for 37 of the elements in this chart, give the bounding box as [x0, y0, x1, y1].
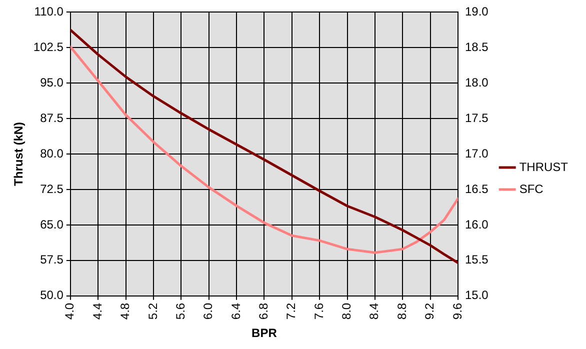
y2-tick-label: 18.0	[464, 75, 489, 90]
y2-tick-label: 15.0	[464, 288, 489, 302]
x-tick-label: 8.0	[340, 302, 354, 320]
x-tick-label: 5.2	[146, 302, 160, 320]
y2-tick-label: 18.5	[464, 40, 489, 54]
y-tick-label: 65.0	[40, 217, 64, 232]
y-tick-label: 80.0	[40, 146, 64, 160]
legend-label: THRUST	[519, 160, 569, 174]
y2-tick-label: 17.5	[464, 110, 489, 125]
y-tick-label: 72.5	[40, 182, 64, 196]
y2-tick-label: 16.5	[464, 182, 489, 196]
y-tick-label: 102.5	[33, 40, 64, 54]
x-tick-label: 5.6	[173, 302, 188, 320]
x-tick-label: 8.8	[394, 302, 409, 320]
x-tick-label: 6.8	[256, 302, 271, 320]
y2-tick-label: 16.0	[464, 217, 489, 232]
y-tick-label: 110.0	[34, 4, 64, 18]
x-tick-label: 9.2	[422, 302, 437, 320]
y2-tick-label: 15.5	[464, 252, 489, 267]
y-tick-label: 95.0	[40, 75, 64, 90]
x-tick-label: 8.4	[367, 302, 382, 320]
x-tick-label: 4.4	[90, 302, 104, 320]
legend-label: SFC	[519, 182, 544, 196]
x-tick-label: 9.6	[450, 302, 464, 320]
x-tick-label: 4.8	[118, 302, 132, 320]
y-axis-title: Thrust (kN)	[12, 122, 26, 186]
x-tick-label: 7.6	[312, 302, 326, 320]
y-tick-label: 50.0	[40, 288, 64, 302]
y2-tick-label: 19.0	[464, 4, 489, 18]
y2-tick-label: 17.0	[464, 146, 489, 160]
x-axis-title: BPR	[252, 326, 278, 340]
y-tick-label: 87.5	[40, 110, 64, 125]
x-tick-label: 7.2	[284, 302, 298, 320]
x-tick-label: 6.4	[228, 302, 243, 320]
y-tick-label: 57.5	[40, 252, 64, 267]
x-tick-label: 4.0	[62, 302, 77, 320]
x-tick-label: 6.0	[201, 302, 216, 320]
